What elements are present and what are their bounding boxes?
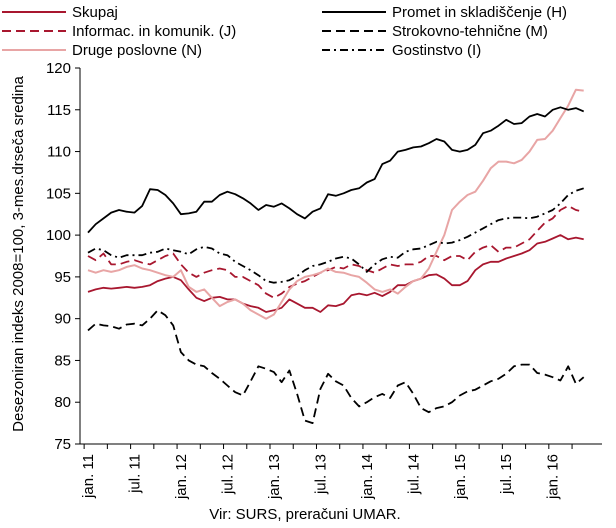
x-axis: jan. 11 jul. 11 jan. 12 jul. 12 jan. 13 jul. … [80, 443, 602, 500]
y-tick-label: 110 [47, 144, 71, 161]
x-tick-label: jan. 15 [452, 454, 469, 500]
legend-label: Promet in skladiščenje (H) [392, 4, 567, 21]
x-tick-label: jan. 12 [173, 454, 190, 500]
x-tick-label: jul. 13 [312, 454, 329, 495]
x-tick-label: jan. 13 [266, 454, 283, 500]
legend-label: Informac. in komunik. (J) [72, 23, 236, 40]
series-line-6 [87, 187, 584, 284]
series-line-5 [87, 309, 585, 425]
y-tick-label: 115 [47, 102, 71, 119]
x-tick-label: jul. 15 [498, 454, 515, 495]
y-tick-label: 95 [54, 269, 71, 286]
legend: Skupaj Informac. in komunik. (J) Druge pos… [2, 4, 567, 59]
legend-label: Skupaj [72, 4, 118, 21]
y-tick-label: 75 [54, 436, 71, 453]
series-line-3 [87, 88, 584, 320]
x-tick-label: jan. 14 [359, 454, 376, 500]
y-axis: 75 80 85 90 95 100 105 110 115 120 [46, 60, 81, 453]
legend-label: Strokovno-tehnične (M) [392, 23, 548, 40]
y-tick-label: 100 [46, 227, 71, 244]
y-tick-label: 120 [46, 60, 71, 77]
y-tick-label: 90 [54, 311, 71, 328]
series-line-4 [87, 106, 585, 234]
y-tick-label: 105 [46, 185, 71, 202]
legend-label: Gostinstvo (I) [392, 42, 481, 59]
x-tick-label: jul. 12 [219, 454, 236, 495]
series-line-1 [87, 234, 584, 313]
x-tick-label: jul. 11 [126, 454, 143, 494]
legend-label: Druge poslovne (N) [72, 42, 202, 59]
x-tick-label: jan. 11 [80, 454, 97, 499]
x-tick-label: jan. 16 [545, 454, 562, 500]
y-tick-label: 85 [54, 352, 71, 369]
series-layer [87, 88, 585, 425]
source-note: Vir: SURS, preračuni UMAR. [209, 506, 400, 523]
series-line-2 [87, 204, 584, 299]
y-tick-label: 80 [54, 394, 71, 411]
y-axis-title: Desezoniran indeks 2008=100, 3-mes.drseč… [10, 76, 27, 432]
x-tick-label: jul. 14 [405, 454, 422, 495]
